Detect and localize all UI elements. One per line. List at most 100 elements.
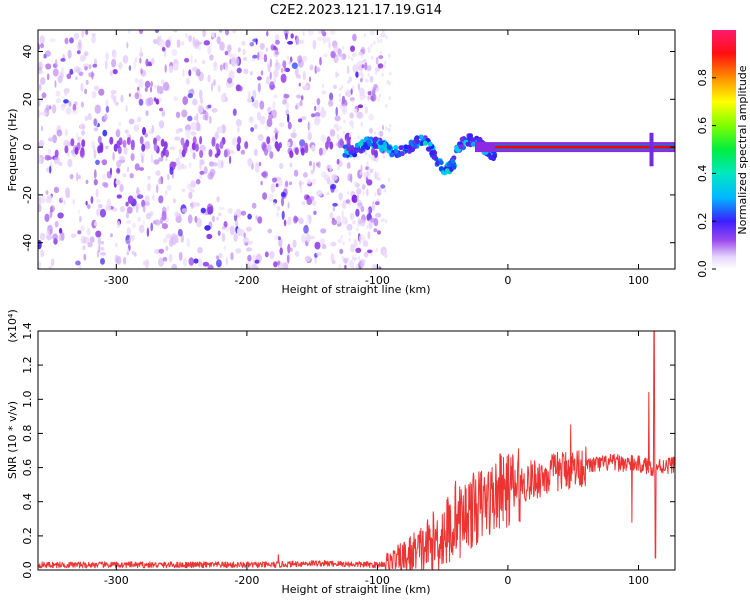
- heatmap-cell: [60, 103, 65, 111]
- heatmap-cell: [316, 98, 321, 105]
- heatmap-cell: [308, 76, 312, 83]
- heatmap-cell: [251, 202, 257, 209]
- heatmap-cell: [81, 139, 86, 148]
- heatmap-cell: [158, 97, 162, 102]
- heatmap-cell: [280, 67, 284, 73]
- heatmap-cell: [69, 37, 74, 44]
- heatmap-cell: [60, 67, 65, 75]
- y-tick-label: -40: [21, 234, 34, 252]
- heatmap-cell: [199, 174, 202, 179]
- heatmap-cell: [38, 203, 42, 213]
- heatmap-cell: [112, 151, 115, 161]
- chart-title: C2E2.2023.121.17.19.G14: [270, 3, 442, 18]
- heatmap-cell: [133, 252, 137, 257]
- heatmap-cell: [257, 76, 262, 81]
- heatmap-cell: [241, 40, 246, 46]
- heatmap-cell: [285, 32, 288, 40]
- colorbar-tick-label: 0.0: [696, 260, 709, 278]
- heatmap-cell: [55, 90, 61, 97]
- snr-y-ticks: 0.0 0.2 0.4 0.6 0.8 1.0 1.2 1.4: [21, 322, 675, 579]
- heatmap-cell: [314, 105, 317, 112]
- heatmap-cell: [61, 196, 64, 201]
- heatmap-cell: [332, 202, 338, 207]
- heatmap-cell: [393, 145, 399, 150]
- heatmap-cell: [294, 216, 299, 222]
- heatmap-cell: [317, 30, 322, 35]
- heatmap-cell: [346, 223, 353, 231]
- heatmap-cell: [165, 245, 169, 251]
- heatmap-cell: [191, 152, 196, 159]
- heatmap-cell: [362, 190, 365, 195]
- heatmap-cell: [357, 199, 363, 209]
- heatmap-cell: [215, 143, 220, 152]
- heatmap-cell: [289, 162, 293, 168]
- heatmap-cell: [273, 261, 278, 268]
- heatmap-cell: [255, 38, 258, 45]
- heatmap-cell: [339, 104, 343, 109]
- heatmap-cell: [64, 91, 68, 96]
- heatmap-cell: [273, 69, 279, 78]
- heatmap-cell: [217, 230, 221, 236]
- heatmap-cell: [235, 219, 239, 227]
- heatmap-cell: [237, 47, 241, 53]
- heatmap-cell: [243, 68, 249, 75]
- heatmap-cell: [335, 106, 339, 117]
- heatmap-cell: [70, 233, 77, 238]
- heatmap-cell: [97, 204, 103, 209]
- heatmap-cell: [207, 264, 214, 269]
- heatmap-cell: [276, 212, 279, 217]
- heatmap-cell: [361, 184, 366, 190]
- heatmap-cell: [352, 33, 357, 42]
- heatmap-cell: [45, 50, 51, 57]
- heatmap-cell: [142, 260, 147, 266]
- heatmap-cell: [85, 79, 89, 85]
- heatmap-cell: [97, 135, 102, 144]
- heatmap-cell: [144, 80, 151, 88]
- heatmap-cell: [450, 158, 456, 164]
- heatmap-cell: [38, 196, 42, 205]
- heatmap-cell: [236, 143, 241, 152]
- heatmap-cell: [191, 142, 196, 151]
- heatmap-cell: [388, 81, 391, 86]
- heatmap-cell: [314, 241, 321, 250]
- heatmap-cell: [82, 245, 86, 251]
- heatmap-cell: [240, 149, 246, 155]
- heatmap-cell: [105, 145, 109, 150]
- heatmap-cell: [296, 94, 302, 99]
- heatmap-cell: [308, 214, 312, 225]
- heatmap-cell: [298, 82, 301, 87]
- heatmap-cell: [331, 174, 338, 181]
- heatmap-cell: [248, 116, 254, 123]
- heatmap-cell: [52, 68, 59, 77]
- heatmap-cell: [221, 232, 226, 242]
- heatmap-cell: [55, 98, 61, 104]
- heatmap-cell: [40, 249, 45, 258]
- spectrogram-frame: [37, 29, 676, 270]
- heatmap-cell: [41, 92, 47, 99]
- heatmap-cell: [52, 233, 58, 241]
- heatmap-cell: [144, 201, 151, 207]
- heatmap-cell: [368, 127, 374, 134]
- heatmap-cell: [199, 159, 205, 166]
- heatmap-cell: [366, 224, 369, 229]
- heatmap-cell: [350, 243, 355, 253]
- heatmap-cell: [225, 30, 229, 36]
- heatmap-cell: [351, 99, 355, 103]
- heatmap-cell: [133, 124, 140, 132]
- heatmap-cell: [363, 258, 366, 263]
- heatmap-cell: [147, 175, 152, 180]
- heatmap-cell: [81, 30, 85, 38]
- heatmap-cell: [330, 253, 335, 263]
- heatmap-cell: [344, 91, 348, 96]
- heatmap-cell: [76, 132, 79, 140]
- heatmap-cell: [144, 132, 148, 138]
- heatmap-cell: [326, 191, 330, 196]
- heatmap-cell: [389, 71, 392, 76]
- heatmap-cell: [128, 236, 136, 242]
- heatmap-cell: [342, 152, 348, 158]
- heatmap-cell: [316, 36, 323, 42]
- heatmap-cell: [38, 110, 41, 118]
- x-tick-label: 100: [628, 574, 649, 587]
- heatmap-cell: [174, 136, 181, 141]
- heatmap-cell: [286, 254, 290, 264]
